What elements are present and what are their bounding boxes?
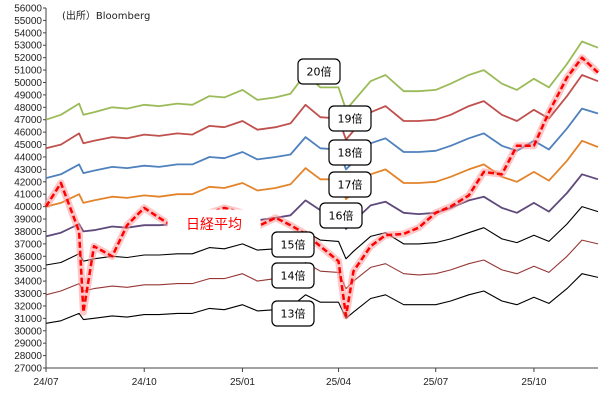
y-tick-label: 35000 [14,264,42,275]
y-tick-label: 51000 [14,66,42,77]
x-axis: 24/07 24/10 25/01 25/04 25/07 25/10 [33,367,598,388]
series-line-nikkei [44,56,599,318]
y-tick-label: 32000 [14,301,42,312]
series-label-box-7: 14倍 [271,262,315,289]
y-tick-label: 27000 [14,364,42,375]
y-tick-label: 56000 [14,4,42,15]
series-label-box-1: 20倍 [297,58,341,85]
series-label-layer: 20倍 19倍 18倍 17倍 16倍 15倍 14倍 13倍 日経平均 [167,58,372,327]
series-label-box-6: 15倍 [271,231,315,258]
series-label-text: 17倍 [338,178,363,192]
nikkei-glow [43,54,601,320]
series-label-text: 20倍 [307,65,332,79]
x-tick-label: 25/01 [230,377,255,388]
series-label-text: 16倍 [329,209,354,223]
series-label-box-3: 18倍 [328,139,372,166]
series-label-text: 14倍 [281,269,306,283]
y-tick-label: 46000 [14,128,42,139]
series-line-6 [45,206,599,266]
y-tick-label: 40000 [14,202,42,213]
series-label-text: 13倍 [281,307,306,321]
x-tick-label: 24/07 [33,377,58,388]
y-tick-label: 52000 [14,53,42,64]
series-line-7 [45,239,599,296]
nikkei-label-text: 日経平均 [186,217,242,233]
y-tick-label: 44000 [14,152,42,163]
y-tick-label: 39000 [14,215,42,226]
y-tick-label: 29000 [14,339,42,350]
y-tick-label: 31000 [14,314,42,325]
y-tick-label: 43000 [14,165,42,176]
series-label-text: 15倍 [281,238,306,252]
y-tick-label: 28000 [14,351,42,362]
y-tick-label: 47000 [14,115,42,126]
series-label-box-8: 13倍 [271,300,315,327]
x-tick-label: 24/10 [132,377,157,388]
y-tick-label: 42000 [14,177,42,188]
y-tick-label: 37000 [14,239,42,250]
series-label-text: 19倍 [338,112,363,126]
y-tick-label: 53000 [14,41,42,52]
y-tick-label: 54000 [14,28,42,39]
series-line-3 [45,107,599,179]
y-tick-label: 34000 [14,277,42,288]
y-tick-label: 33000 [14,289,42,300]
series-label-box-2: 19倍 [328,105,372,132]
series-label-box-4: 17倍 [328,171,372,198]
y-tick-label: 30000 [14,326,42,337]
nikkei-label-box: 日経平均 [167,209,261,239]
series-line-8 [45,273,599,324]
y-tick-label: 38000 [14,227,42,238]
series-label-text: 18倍 [338,146,363,160]
series-line-2 [45,74,599,150]
x-tick-label: 25/04 [326,377,351,388]
series-line-1 [45,40,599,121]
y-tick-label: 50000 [14,78,42,89]
series-layer [43,40,601,324]
y-tick-label: 49000 [14,90,42,101]
y-tick-label: 45000 [14,140,42,151]
x-tick-label: 25/07 [423,377,448,388]
series-label-box-5: 16倍 [319,202,363,229]
y-tick-label: 41000 [14,190,42,201]
x-tick-label: 25/10 [521,377,546,388]
y-tick-label: 55000 [14,16,42,27]
y-tick-label: 36000 [14,252,42,263]
source-note: (出所）Bloomberg [62,9,150,22]
y-tick-label: 48000 [14,103,42,114]
